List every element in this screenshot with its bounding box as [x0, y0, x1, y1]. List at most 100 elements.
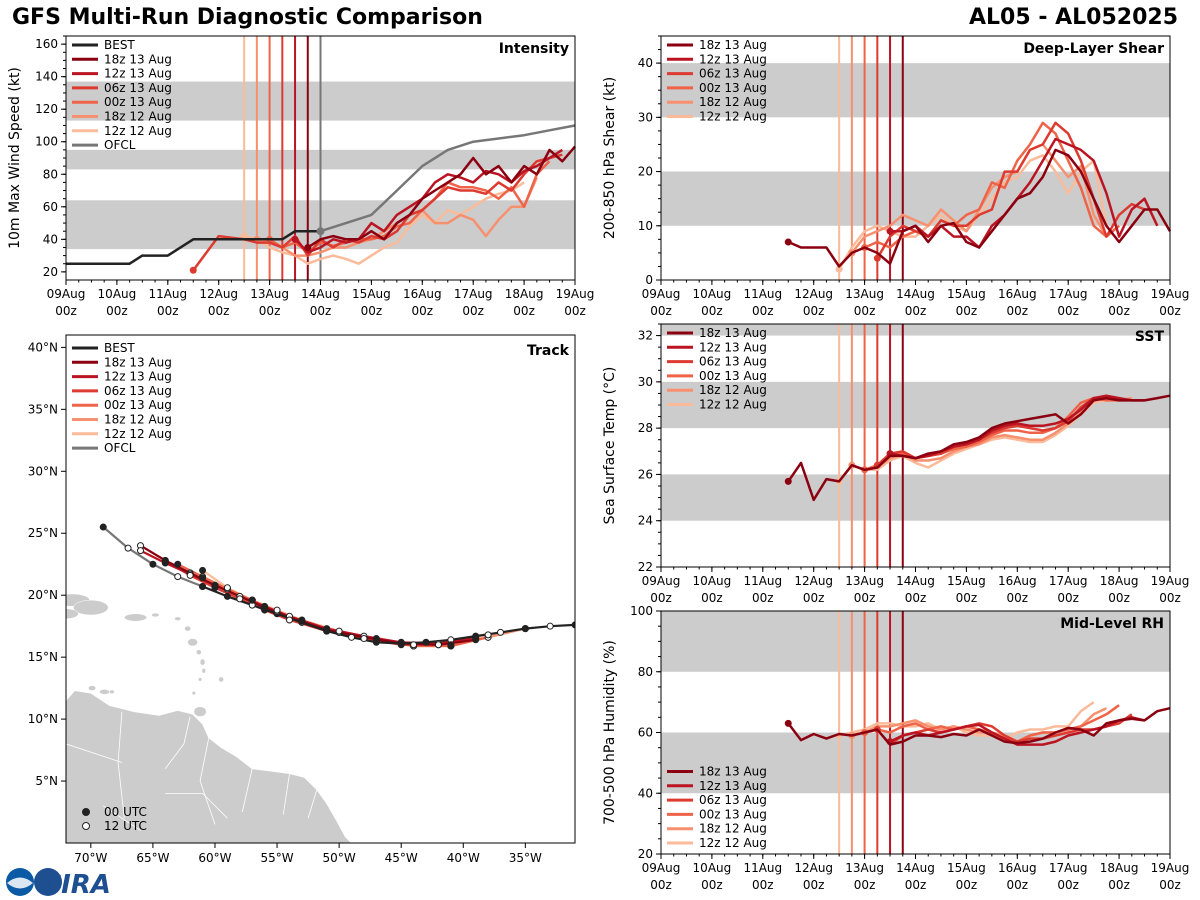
country-border-0: [117, 711, 125, 819]
x-tick-label-hour-sst: 00z: [1159, 591, 1181, 605]
country-border-7: [102, 805, 141, 831]
x-tick-label-track: 50°W: [323, 851, 356, 865]
legend-entry-sst: 00z 13 Aug: [699, 369, 767, 383]
country-border-5: [66, 743, 123, 763]
x-tick-label-day-rh: 16Aug: [998, 861, 1037, 875]
track-position-marker: [236, 595, 244, 603]
x-tick-label-hour-sst: 00z: [1007, 591, 1029, 605]
country-border-3: [282, 773, 290, 815]
x-tick-label-hour-sst: 00z: [1057, 591, 1079, 605]
legend-entry-track: 06z 13 Aug: [104, 384, 172, 398]
track-position-marker: [174, 560, 182, 568]
legend-entry-track: 18z 13 Aug: [104, 355, 172, 369]
x-tick-label-hour-rh: 00z: [905, 878, 927, 892]
y-tick-label-sst: 26: [638, 467, 653, 481]
x-tick-label-day-rh: 15Aug: [947, 861, 986, 875]
track-position-marker: [372, 635, 380, 643]
x-tick-label-day-rh: 10Aug: [693, 861, 732, 875]
track-map-layer: [66, 523, 575, 843]
x-tick-label-hour-shear: 00z: [803, 304, 825, 318]
series-start-marker-intensity: [304, 243, 312, 251]
x-tick-label-day-sst: 14Aug: [896, 574, 935, 588]
track-position-marker: [199, 574, 207, 582]
island-10: [201, 668, 206, 674]
country-border-4: [307, 789, 318, 819]
y-tick-label-intensity: 140: [35, 70, 58, 84]
track-position-marker: [211, 584, 219, 592]
x-tick-label-hour-rh: 00z: [1108, 878, 1130, 892]
x-tick-label-hour-shear: 00z: [752, 304, 774, 318]
band-sst-0: [661, 474, 1170, 521]
legend-entry-track: OFCL: [104, 441, 136, 455]
ofcl-start-marker: [316, 227, 325, 236]
track-position-marker: [199, 566, 207, 574]
legend-entry-rh: 18z 12 Aug: [699, 822, 767, 836]
panel-label-shear: Deep-Layer Shear: [1023, 41, 1164, 57]
x-tick-label-track: 70°W: [74, 851, 107, 865]
series-line-shear-00z-13-Aug: [864, 121, 1120, 249]
legend-entry-sst: 18z 13 Aug: [699, 326, 767, 340]
x-tick-label-day-shear: 09Aug: [642, 287, 681, 301]
track-position-marker: [335, 627, 343, 635]
x-tick-label-day-intensity: 15Aug: [352, 287, 391, 301]
cira-globe-icon: [34, 868, 62, 896]
y-tick-label-intensity: 160: [35, 37, 58, 51]
x-tick-label-hour-rh: 00z: [1159, 878, 1181, 892]
cira-logo: CIRA: [6, 868, 111, 898]
x-tick-label-hour-sst: 00z: [752, 591, 774, 605]
track-position-marker: [223, 592, 231, 600]
panel-sst: 22 24 26 28 30 32 09Aug 00z 10Aug 00z 11Aug 00z 12Au…: [602, 323, 1189, 605]
marker-legend-symbol: [82, 822, 90, 830]
island-13: [191, 690, 196, 696]
y-tick-label-sst: 30: [638, 375, 653, 389]
x-tick-label-day-shear: 12Aug: [794, 287, 833, 301]
panel-label-intensity: Intensity: [499, 41, 569, 57]
series-line-intensity-18z-13-Aug: [307, 145, 576, 249]
x-tick-label-hour-sst: 00z: [854, 591, 876, 605]
x-tick-label-day-sst: 17Aug: [1049, 574, 1088, 588]
panel-intensity: 20 40 60 80 100 120 140 160 09Aug 00z 10Aug 00z 11Au…: [7, 35, 594, 318]
x-tick-label-hour-sst: 00z: [956, 591, 978, 605]
y-tick-label-shear: 40: [638, 56, 653, 70]
x-tick-label-day-intensity: 11Aug: [148, 287, 187, 301]
x-tick-label-day-shear: 10Aug: [693, 287, 732, 301]
x-tick-label-hour-sst: 00z: [1108, 591, 1130, 605]
track-position-marker: [323, 627, 331, 635]
x-tick-label-hour-shear: 00z: [905, 304, 927, 318]
x-tick-label-hour-rh: 00z: [752, 878, 774, 892]
y-tick-label-sst: 28: [638, 421, 653, 435]
track-position-marker: [434, 641, 442, 649]
x-tick-label-day-rh: 19Aug: [1151, 861, 1190, 875]
x-tick-label-day-sst: 16Aug: [998, 574, 1037, 588]
legend-entry-rh: 00z 13 Aug: [699, 807, 767, 821]
track-position-marker: [248, 596, 256, 604]
x-tick-label-day-intensity: 12Aug: [199, 287, 238, 301]
legend-entry-shear: 06z 13 Aug: [699, 67, 767, 81]
legend-entry-track: 18z 12 Aug: [104, 413, 172, 427]
band-sst-2: [661, 324, 1170, 336]
x-tick-label-hour-shear: 00z: [956, 304, 978, 318]
x-tick-label-day-rh: 13Aug: [845, 861, 884, 875]
island-11: [197, 677, 203, 682]
x-tick-label-hour-rh: 00z: [1057, 878, 1079, 892]
series-line-rh-18z-13-Aug: [787, 706, 1171, 746]
x-tick-label-hour-sst: 00z: [650, 591, 672, 605]
legend-entry-intensity: OFCL: [104, 138, 136, 152]
south-america-land: [66, 690, 353, 843]
legend-entry-sst: 06z 13 Aug: [699, 355, 767, 369]
panel-shear: 0 10 20 30 40 09Aug 00z 10Aug 00z 11Aug 00z 12Aug 00…: [602, 35, 1189, 318]
x-tick-label-hour-intensity: 00z: [208, 304, 230, 318]
x-tick-label-day-intensity: 17Aug: [454, 287, 493, 301]
legend-entry-shear: 00z 13 Aug: [699, 81, 767, 95]
track-position-marker: [447, 641, 455, 649]
y-axis-label-rh: 700-500 hPa Humidity (%): [602, 640, 618, 825]
y-tick-label-shear: 20: [638, 165, 653, 179]
y-tick-label-sst: 24: [638, 514, 653, 528]
track-position-marker: [149, 560, 157, 568]
x-tick-label-hour-rh: 00z: [650, 878, 672, 892]
x-tick-label-track: 45°W: [385, 851, 418, 865]
series-line-sst-00z-13-Aug: [864, 396, 1120, 471]
track-position-marker: [124, 544, 132, 552]
x-tick-label-hour-shear: 00z: [1159, 304, 1181, 318]
